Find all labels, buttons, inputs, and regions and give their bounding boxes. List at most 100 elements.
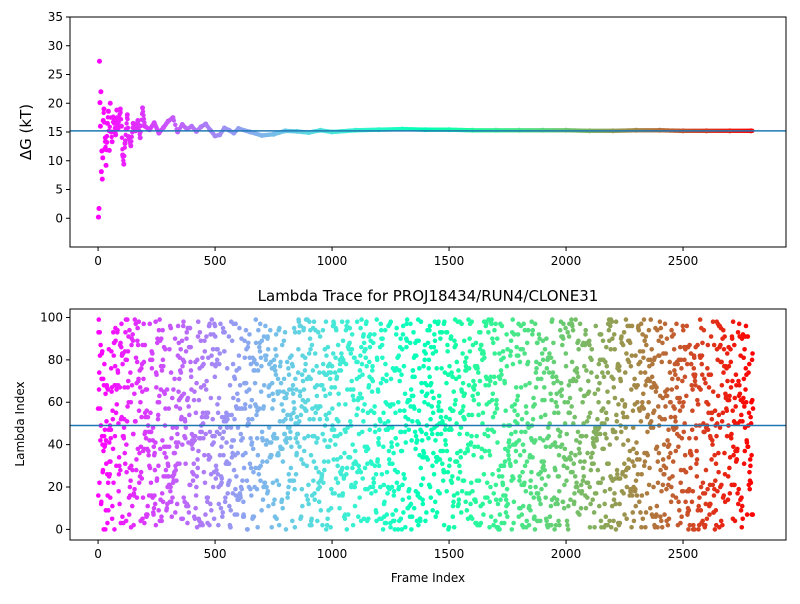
- lambda-point: [419, 429, 424, 435]
- lambda-point: [295, 370, 301, 375]
- lambda-point: [535, 376, 541, 382]
- lambda-point: [677, 395, 683, 401]
- lambda-point: [633, 503, 639, 509]
- lambda-point: [479, 342, 484, 348]
- lambda-point: [704, 516, 710, 522]
- lambda-point: [673, 372, 678, 377]
- y-tick-label: 100: [40, 310, 63, 324]
- lambda-point: [352, 448, 358, 454]
- dg-trace-point: [107, 124, 112, 130]
- lambda-point: [117, 463, 122, 469]
- lambda-point: [216, 501, 222, 507]
- lambda-point: [357, 495, 362, 500]
- lambda-point: [372, 463, 378, 469]
- lambda-point: [260, 438, 266, 443]
- lambda-point: [592, 444, 597, 450]
- lambda-point: [425, 402, 431, 407]
- lambda-point: [229, 338, 235, 344]
- lambda-point: [112, 363, 118, 369]
- lambda-point: [202, 480, 208, 486]
- lambda-point: [451, 389, 457, 394]
- lambda-point: [520, 346, 526, 352]
- lambda-point: [230, 361, 236, 367]
- lambda-point: [248, 465, 254, 471]
- lambda-point: [505, 514, 510, 519]
- lambda-point: [156, 508, 161, 513]
- lambda-point: [510, 361, 516, 367]
- lambda-point: [323, 527, 329, 532]
- lambda-point: [281, 338, 287, 344]
- lambda-point: [464, 355, 469, 361]
- lambda-point: [178, 370, 184, 375]
- dg-trace-point: [119, 135, 125, 140]
- lambda-point: [739, 495, 744, 500]
- lambda-point: [209, 353, 214, 358]
- lambda-point: [336, 391, 341, 397]
- lambda-point: [297, 444, 302, 450]
- lambda-point: [348, 351, 354, 356]
- lambda-point: [725, 474, 731, 479]
- lambda-point: [390, 512, 395, 517]
- lambda-point: [469, 412, 475, 418]
- lambda-point: [556, 474, 562, 479]
- lambda-point: [745, 444, 751, 450]
- lambda-point: [162, 391, 168, 397]
- lambda-point: [241, 499, 246, 505]
- dg-x-ticks: 0 500 1000 1500 2000 2500: [94, 247, 698, 268]
- lambda-point: [153, 440, 158, 445]
- lambda-point: [518, 385, 524, 390]
- lambda-point: [468, 480, 474, 486]
- lambda-point: [748, 463, 753, 469]
- lambda-point: [158, 446, 163, 452]
- lambda-point: [471, 452, 476, 458]
- lambda-point: [558, 380, 564, 386]
- lambda-point: [524, 340, 530, 346]
- lambda-point: [737, 391, 743, 397]
- lambda-point: [706, 402, 711, 407]
- lambda-point: [233, 486, 238, 492]
- lambda-point: [125, 404, 130, 409]
- lambda-point: [617, 501, 622, 507]
- lambda-point: [746, 410, 752, 416]
- lambda-point: [542, 397, 547, 403]
- lambda-point: [700, 480, 706, 486]
- lambda-point: [621, 330, 627, 335]
- dg-point: [96, 205, 102, 211]
- lambda-point: [558, 429, 563, 435]
- lambda-point: [588, 467, 594, 473]
- lambda-point: [452, 402, 458, 407]
- lambda-point: [655, 404, 661, 409]
- lambda-point: [289, 444, 294, 450]
- lambda-point: [632, 376, 637, 382]
- lambda-point: [107, 495, 113, 500]
- lambda-point: [221, 429, 227, 435]
- lambda-y-axis-label: Lambda Index: [13, 381, 27, 466]
- lambda-point: [727, 491, 733, 496]
- lambda-point: [546, 370, 552, 375]
- lambda-point: [108, 459, 113, 464]
- lambda-point: [721, 346, 727, 352]
- lambda-point: [132, 486, 137, 492]
- lambda-point: [183, 349, 189, 354]
- dg-trace-point: [129, 139, 134, 144]
- lambda-point: [520, 503, 526, 509]
- lambda-point: [378, 380, 384, 386]
- lambda-point: [102, 361, 107, 367]
- lambda-point: [646, 327, 652, 333]
- dg-point: [101, 106, 107, 112]
- lambda-point: [98, 342, 103, 348]
- lambda-point: [611, 518, 616, 524]
- lambda-point: [517, 359, 523, 365]
- lambda-point: [226, 461, 232, 467]
- lambda-point: [591, 461, 596, 467]
- lambda-point: [682, 374, 688, 380]
- lambda-point: [408, 321, 413, 327]
- lambda-point: [479, 455, 484, 460]
- lambda-point: [293, 472, 299, 477]
- lambda-point: [481, 512, 486, 517]
- lambda-point: [696, 527, 701, 532]
- lambda-point: [583, 433, 589, 439]
- lambda-point: [454, 421, 459, 426]
- dg-point: [137, 135, 143, 141]
- lambda-point: [277, 363, 283, 369]
